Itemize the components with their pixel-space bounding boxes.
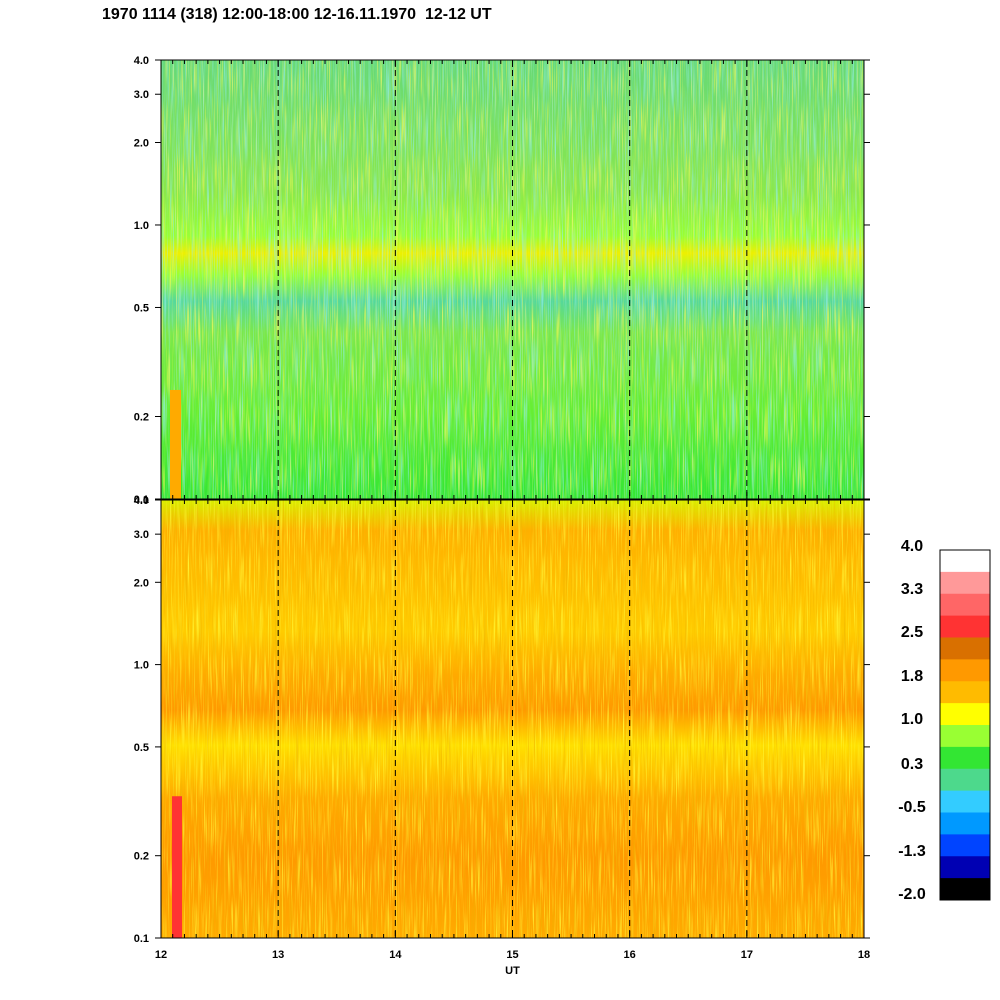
colorbar-swatch xyxy=(940,681,990,704)
xtick-label: 14 xyxy=(389,949,402,961)
colorbar-label: 3.3 xyxy=(901,581,923,598)
xtick-label: 15 xyxy=(506,949,518,961)
ytick-label: 0.2 xyxy=(134,412,149,424)
xtick-label: 13 xyxy=(272,949,284,961)
colorbar-swatch xyxy=(940,790,990,813)
ytick-label: 1.0 xyxy=(134,220,149,232)
colorbar-swatch xyxy=(940,834,990,857)
ytick-label: 1.0 xyxy=(134,660,149,672)
colorbar-label: 4.0 xyxy=(901,538,923,555)
xtick-label: 12 xyxy=(155,949,167,961)
colorbar-swatch xyxy=(940,812,990,835)
colorbar-label: 1.8 xyxy=(901,668,923,685)
ytick-label: 3.0 xyxy=(134,529,149,541)
ytick-label: 0.1 xyxy=(134,494,149,506)
ytick-label: 0.5 xyxy=(134,742,149,754)
colorbar-swatch xyxy=(940,593,990,617)
colorbar-swatch xyxy=(940,615,990,638)
colorbar-swatch xyxy=(940,703,990,726)
colorbar-swatch xyxy=(940,725,990,748)
colorbar-swatch xyxy=(940,878,990,901)
colorbar-swatch xyxy=(940,856,990,879)
colorbar-label: 2.5 xyxy=(901,624,923,641)
colorbar-label: 1.0 xyxy=(901,711,923,728)
xtick-label: 18 xyxy=(858,949,870,961)
ytick-label: 0.5 xyxy=(134,302,149,314)
colorbar-label: 0.3 xyxy=(901,756,923,773)
colorbar-label: -2.0 xyxy=(898,886,926,903)
ytick-label: 0.2 xyxy=(134,851,149,863)
colorbar-label: -0.5 xyxy=(898,799,926,816)
ytick-label: 2.0 xyxy=(134,577,149,589)
ytick-label: 4.0 xyxy=(134,495,149,507)
burst-top xyxy=(170,389,181,499)
colorbar-swatch xyxy=(940,637,990,660)
ytick-label: 4.0 xyxy=(134,55,149,67)
colorbar-frame xyxy=(939,549,991,901)
colorbar-label: -1.3 xyxy=(898,843,926,860)
colorbar-swatch xyxy=(940,659,990,682)
colorbar-swatch xyxy=(940,746,990,770)
colorbar-swatch xyxy=(940,550,990,573)
ytick-label: 0.1 xyxy=(134,933,149,945)
ytick-label: 3.0 xyxy=(134,89,149,101)
xtick-label: 16 xyxy=(624,949,636,961)
x-axis-label: UT xyxy=(505,965,520,977)
burst-bottom xyxy=(172,796,182,938)
ytick-label: 2.0 xyxy=(134,137,149,149)
xtick-label: 17 xyxy=(741,949,753,961)
colorbar-swatch xyxy=(940,768,990,792)
colorbar-swatch xyxy=(940,571,990,595)
chart-title: 1970 1114 (318) 12:00-18:00 12-16.11.197… xyxy=(102,6,492,23)
